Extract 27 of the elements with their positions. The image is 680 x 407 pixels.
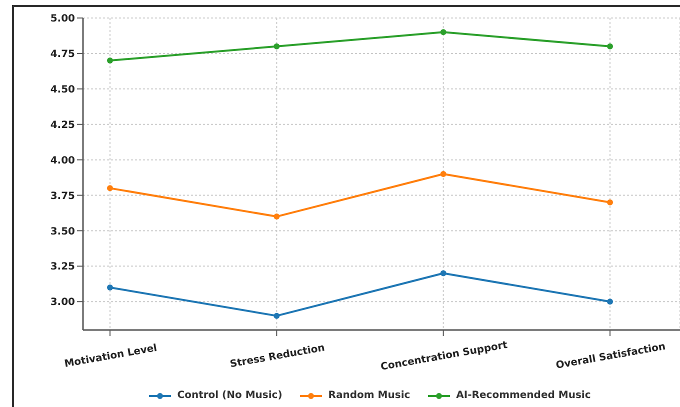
legend-label: Control (No Music) [177,390,282,401]
y-tick-label: 5.00 [50,14,76,25]
point [440,29,446,36]
point [107,58,113,64]
y-tick-label: 3.25 [50,262,76,273]
point [274,312,280,319]
point [107,284,113,290]
point [440,171,446,177]
legend-label: AI-Recommended Music [456,390,591,401]
point [607,199,613,206]
y-tick-label: 4.50 [50,84,76,96]
y-tick-label: 4.75 [50,49,76,60]
point [607,298,613,305]
y-tick-label: 4.25 [50,120,76,131]
point [274,43,280,50]
y-tick-label: 4.00 [50,155,76,166]
point [107,185,113,192]
y-tick-label: 3.00 [50,297,76,308]
point [274,214,280,220]
legend-label: Random Music [328,390,410,401]
y-tick-label: 3.50 [50,226,76,238]
x-tick-label: Overall Satisfaction [555,341,666,372]
y-tick-label: 3.75 [50,190,76,202]
point [607,43,613,50]
x-tick-label: Stress Reduction [229,342,326,370]
x-tick-label: Motivation Level [64,342,158,370]
point [440,270,446,276]
